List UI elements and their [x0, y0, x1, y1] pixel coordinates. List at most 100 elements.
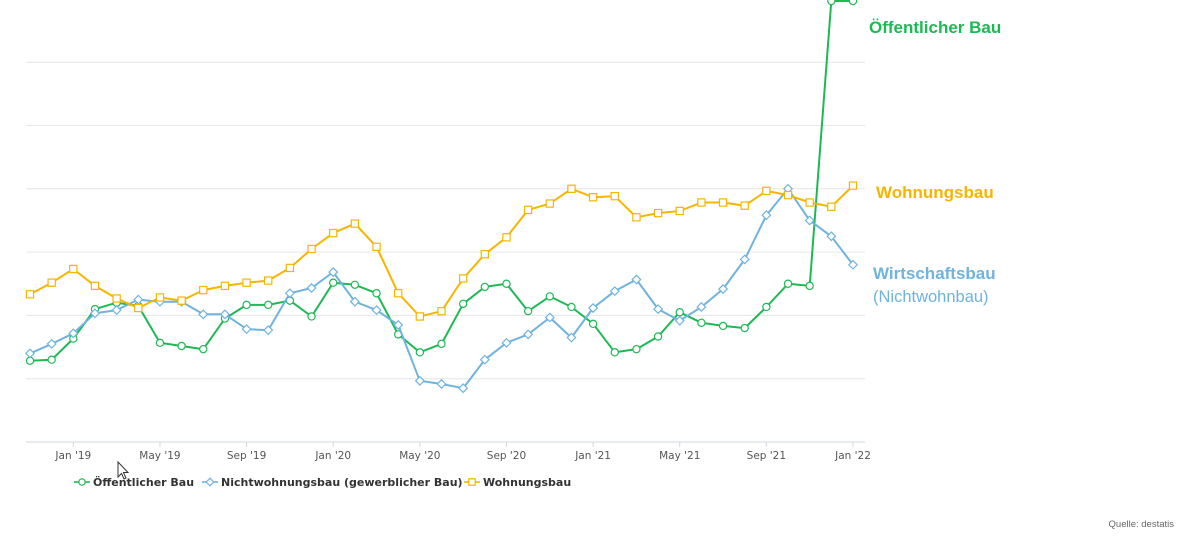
data-point — [848, 181, 858, 190]
series-0 — [25, 0, 858, 365]
data-point — [566, 332, 577, 343]
data-point — [675, 308, 684, 317]
legend[interactable]: Öffentlicher Bau Nichtwohnungsbau (gewerb… — [74, 475, 571, 489]
data-point — [567, 184, 576, 193]
data-point — [155, 293, 165, 302]
x-tick-label: Jan '22 — [834, 450, 871, 462]
data-point — [177, 296, 186, 305]
data-point — [372, 242, 381, 252]
legend-label: Nichtwohnungsbau (gewerblicher Bau) — [221, 476, 463, 489]
data-point — [826, 231, 837, 242]
data-point — [205, 477, 215, 487]
data-point — [805, 281, 814, 291]
data-point — [134, 303, 143, 313]
data-point — [762, 186, 771, 196]
data-point — [545, 199, 554, 208]
data-point — [674, 315, 685, 326]
data-point — [24, 348, 36, 359]
legend-item[interactable]: Wohnungsbau — [464, 476, 571, 489]
data-point — [306, 282, 317, 294]
data-point — [588, 319, 598, 329]
data-point — [372, 289, 381, 298]
mouse-cursor-icon — [117, 460, 130, 480]
data-point — [458, 383, 469, 394]
data-point — [393, 289, 403, 298]
data-point — [609, 286, 620, 297]
data-point — [480, 282, 490, 292]
data-point — [436, 378, 447, 390]
series-2 — [25, 181, 858, 321]
data-point — [415, 312, 425, 321]
data-point — [632, 344, 641, 354]
data-point — [632, 213, 641, 222]
legend-item[interactable]: Öffentlicher Bau — [74, 475, 194, 489]
x-tick-label: Sep '21 — [747, 450, 786, 462]
data-point — [437, 306, 446, 316]
data-point — [349, 296, 360, 307]
data-point — [89, 308, 101, 319]
data-point — [653, 304, 664, 315]
series-end-label: Wirtschaftsbau — [873, 264, 996, 283]
series-end-labels: Öffentlicher Bau Wirtschaftsbau (Nichtwohn… — [869, 18, 1001, 306]
data-point — [25, 290, 35, 299]
data-point — [567, 302, 576, 312]
data-point — [696, 301, 707, 313]
data-point — [284, 288, 295, 299]
data-point — [264, 276, 273, 285]
data-point — [544, 312, 555, 323]
data-point — [350, 219, 360, 228]
data-point — [415, 348, 425, 357]
x-tick-label: May '21 — [659, 450, 700, 462]
x-tick-label: May '20 — [399, 450, 440, 462]
legend-item[interactable]: Nichtwohnungsbau (gewerblicher Bau) — [202, 476, 463, 489]
series-end-label: Öffentlicher Bau — [869, 18, 1001, 37]
data-point — [827, 202, 836, 211]
data-point — [90, 281, 100, 291]
data-point — [718, 198, 728, 207]
data-point — [78, 478, 86, 486]
data-point — [329, 228, 338, 238]
series-line — [29, 187, 854, 390]
series-line — [29, 184, 854, 318]
data-point — [111, 305, 122, 316]
data-point — [805, 198, 814, 207]
data-point — [219, 309, 230, 320]
data-point — [69, 264, 78, 274]
series-1 — [24, 183, 859, 394]
data-point — [739, 254, 750, 265]
data-point — [501, 337, 512, 348]
data-point — [112, 294, 121, 303]
data-point — [350, 280, 360, 290]
data-point — [263, 325, 274, 336]
data-point — [610, 191, 619, 201]
data-point — [545, 292, 554, 301]
data-point — [46, 338, 57, 349]
data-point — [199, 344, 208, 354]
legend-label: Wohnungsbau — [483, 476, 571, 489]
data-point — [242, 300, 251, 310]
data-point — [761, 210, 772, 221]
data-point — [241, 324, 252, 335]
data-point — [827, 0, 836, 6]
x-tick-label: Sep '20 — [487, 450, 526, 462]
data-point — [47, 355, 56, 364]
x-axis: Jan '19 May '19 Sep '19 Jan '20 May '20 Sep '… — [26, 441, 871, 462]
data-point — [783, 279, 793, 288]
data-point — [697, 198, 706, 207]
legend-label: Öffentlicher Bau — [93, 475, 194, 489]
source-note: Quelle: destatis — [1109, 519, 1175, 530]
data-point — [329, 278, 338, 287]
data-point — [718, 321, 728, 331]
data-point — [328, 267, 339, 278]
data-point — [414, 375, 425, 386]
x-tick-label: May '19 — [139, 450, 180, 462]
data-point — [437, 339, 446, 349]
data-point — [468, 478, 476, 486]
data-point — [718, 283, 729, 295]
gridlines — [26, 61, 865, 380]
data-point — [242, 278, 251, 287]
data-point — [848, 0, 858, 6]
data-point — [697, 318, 706, 327]
data-point — [198, 309, 209, 320]
